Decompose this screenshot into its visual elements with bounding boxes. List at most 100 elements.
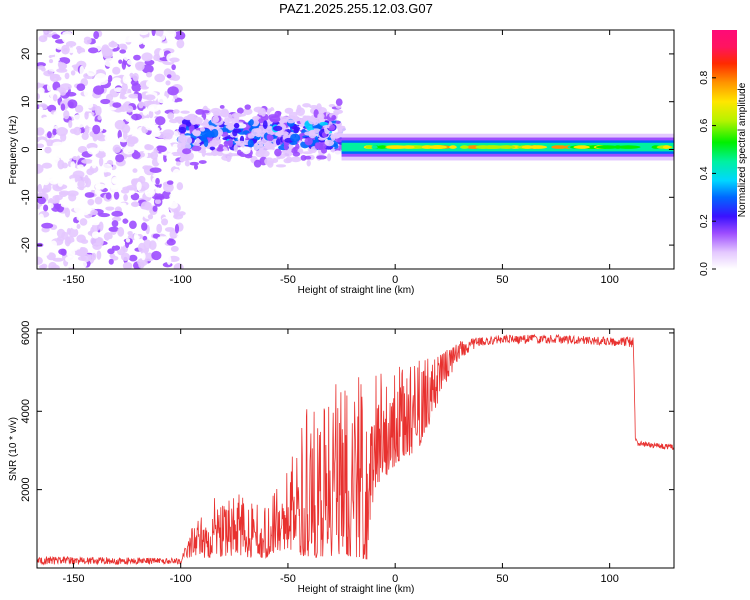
spectrogram-blob (76, 223, 81, 230)
spectrogram-blob (92, 124, 101, 135)
spectrogram-blob (81, 132, 89, 140)
spectrogram-blob (137, 30, 149, 36)
spectrogram-blob (46, 131, 52, 139)
y-tick-label: -20 (20, 237, 32, 253)
spectrogram-blob (91, 252, 97, 261)
spectrogram-blob (229, 103, 237, 109)
spectrogram-blob (65, 91, 77, 97)
spectrogram-blob (89, 165, 99, 174)
spectrogram-blob (335, 98, 343, 106)
spectrogram-blob (67, 263, 74, 269)
spectrogram-blob (60, 202, 72, 208)
y-tick-label: 0 (20, 146, 32, 152)
carrier-core (475, 145, 489, 149)
spectrogram-blob (335, 120, 341, 125)
spectrogram-blob (94, 183, 107, 190)
spectrogram-blob (121, 60, 127, 70)
spectrogram-blob (175, 161, 181, 166)
spectrogram-blob (54, 203, 60, 210)
spectrogram-blob (293, 126, 301, 131)
spectrogram-blob (79, 65, 85, 76)
spectrogram-blob (233, 122, 240, 129)
spectrogram-blob (309, 105, 319, 109)
spectrogram-blob (46, 252, 56, 261)
spectrogram-blob (117, 30, 123, 40)
spectrogram-blob (242, 146, 251, 155)
spectrogram-blob (95, 152, 106, 159)
spectrogram-blob (254, 115, 260, 121)
spectrogram-blob (65, 143, 72, 153)
spectrogram-blob (184, 160, 191, 167)
spectrogram-blob (141, 64, 154, 74)
carrier-core (615, 145, 641, 149)
spectrogram-blob (111, 220, 119, 228)
spectrogram-blob (285, 156, 293, 163)
spectrogram-blob (60, 103, 66, 111)
spectrogram-blob (177, 142, 186, 150)
spectrogram-blob (125, 238, 131, 243)
spectrogram-blob (253, 143, 259, 151)
snr-x-label: Height of straight line (km) (298, 584, 415, 595)
spectrogram-blob (52, 94, 58, 102)
spectrogram-blob (37, 183, 43, 193)
spectrogram-blob (218, 144, 224, 148)
x-tick-label: 100 (600, 274, 618, 286)
spectrogram-blob (193, 116, 203, 125)
colorbar-tick-label: 0.0 (699, 262, 710, 276)
spectrogram-blob (112, 77, 122, 84)
spectrogram-blob (180, 110, 190, 114)
carrier-core (385, 145, 410, 149)
spectrogram-blob (118, 43, 127, 49)
spectrogram-blob (55, 171, 68, 177)
snr-x-axis: -150 -100 -50 0 50 100 (62, 329, 619, 585)
spectrogram-blob (49, 73, 60, 82)
spectrogram-blob (326, 153, 332, 162)
spectrogram-blob (78, 52, 90, 62)
spectrogram-blob (46, 83, 52, 92)
spectrogram-blob (209, 139, 219, 147)
spectrogram-blob (79, 261, 88, 269)
spectrogram-blob (96, 60, 106, 66)
spectrogram-blob (51, 215, 62, 221)
spectrogram-blob (47, 169, 58, 178)
spectrogram-blob (43, 245, 50, 256)
spectrogram-blob (173, 262, 184, 269)
spectrogram-blob (329, 124, 336, 131)
spectrogram-blob (335, 138, 343, 143)
spectrogram-blob (155, 30, 164, 38)
spectrogram-blob (166, 238, 176, 246)
spectrogram-blob (274, 110, 282, 118)
spectrogram-blob (189, 161, 200, 166)
spectrogram-blob (292, 151, 301, 157)
spectrogram-blob (95, 237, 104, 247)
spectrogram-blob (68, 119, 73, 129)
spectrogram-blob (156, 223, 163, 234)
spectrogram-blob (46, 33, 54, 38)
spectrogram-blob (149, 167, 162, 173)
spectrogram-blob (61, 44, 70, 55)
spectrogram-blob (104, 134, 117, 143)
spectrogram-blob (295, 107, 305, 116)
spectrogram-blob (136, 181, 142, 191)
spectrogram-blob (93, 30, 100, 40)
spectrogram-blob (316, 155, 327, 160)
spectrogram-blob (52, 141, 64, 147)
spectrogram-blob (195, 137, 200, 144)
spectrogram-blob (43, 182, 52, 193)
spectrogram-blob (52, 257, 64, 262)
spectrogram-blob (195, 108, 205, 115)
spectrogram-blob (91, 231, 100, 239)
spectrogram-blob (140, 137, 153, 147)
spectrogram-blob (111, 236, 119, 247)
spectrogram-blob (37, 127, 45, 136)
spectrogram-blob (41, 67, 46, 72)
spectrogram-blob (128, 254, 138, 262)
x-tick-label: -50 (280, 573, 296, 585)
spectrogram-blob (222, 150, 230, 154)
spectrogram-blob (98, 213, 111, 218)
spectrogram-blob (328, 103, 336, 108)
spectrogram-blob (266, 134, 274, 142)
spectrogram-blob (259, 141, 264, 147)
spectrogram-blob (52, 194, 63, 201)
spectrogram-blob (308, 132, 317, 139)
